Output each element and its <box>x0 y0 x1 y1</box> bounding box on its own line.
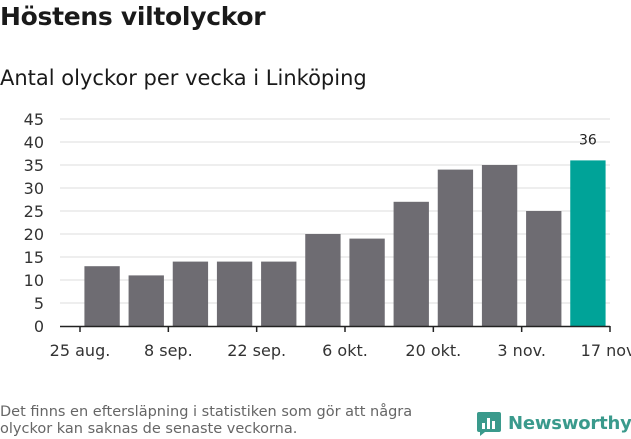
footnote: Det finns en eftersläpning i statistiken… <box>0 404 413 437</box>
bar <box>349 238 385 326</box>
y-tick-label: 0 <box>34 317 44 336</box>
bar <box>481 165 518 326</box>
x-tick-label: 17 nov. <box>581 341 631 360</box>
bar <box>172 261 209 326</box>
chart-title: Höstens viltolyckor <box>0 2 266 31</box>
y-tick-label: 10 <box>24 271 44 290</box>
brand-name: Newsworthy <box>508 412 631 434</box>
bar <box>305 234 341 326</box>
y-tick-label: 35 <box>24 156 44 175</box>
x-tick-label: 6 okt. <box>322 341 368 360</box>
x-tick-label: 22 sep. <box>227 341 286 360</box>
x-tick-label: 25 aug. <box>50 341 111 360</box>
y-tick-label: 15 <box>24 248 44 267</box>
data-label: 36 <box>579 132 597 148</box>
bar <box>216 261 253 326</box>
y-tick-label: 20 <box>24 225 44 244</box>
x-tick-label: 20 okt. <box>405 341 461 360</box>
y-tick-label: 45 <box>24 110 44 129</box>
y-tick-label: 25 <box>24 202 44 221</box>
highlighted-bar <box>570 160 606 326</box>
x-tick-label: 8 sep. <box>144 341 193 360</box>
bar <box>437 169 474 326</box>
bar-chart: 0 5 10 15 20 25 30 35 40 45 36 25 aug. 8 sep. 22 sep.… <box>24 110 631 360</box>
y-tick-label: 30 <box>24 179 44 198</box>
x-tick-label: 3 nov. <box>497 341 546 360</box>
bar-chart-speech-icon <box>477 412 501 436</box>
brand-logo: Newsworthy <box>476 408 631 438</box>
y-tick-label: 5 <box>34 294 44 313</box>
bar <box>128 275 164 326</box>
bar <box>393 201 429 326</box>
bar <box>526 211 562 326</box>
bar <box>261 261 297 326</box>
bar <box>84 266 120 326</box>
chart-subtitle: Antal olyckor per vecka i Linköping <box>0 66 367 90</box>
y-tick-label: 40 <box>24 133 44 152</box>
